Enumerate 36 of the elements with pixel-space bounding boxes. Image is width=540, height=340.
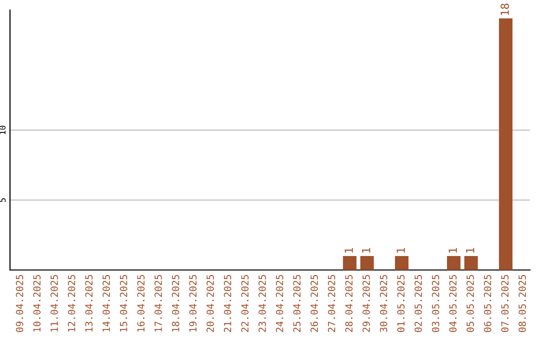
x-tick-label: 25.04.2025: [293, 274, 301, 332]
x-tick-label: 02.05.2025: [414, 274, 422, 332]
x-tick-label: 08.05.2025: [518, 274, 526, 332]
x-tick-label: 16.04.2025: [137, 274, 145, 332]
x-tick-label: 21.04.2025: [224, 274, 232, 332]
x-tick-label: 24.04.2025: [276, 274, 284, 332]
x-tick-label: 17.04.2025: [154, 274, 162, 332]
x-tick-label: 11.04.2025: [50, 274, 58, 332]
x-tick-label: 28.04.2025: [345, 274, 353, 332]
x-tick-label: 22.04.2025: [241, 274, 249, 332]
data-label: 1: [344, 248, 353, 253]
x-tick-label: 26.04.2025: [310, 274, 318, 332]
x-tick-label: 07.05.2025: [501, 274, 509, 332]
x-tick-label: 15.04.2025: [120, 274, 128, 332]
x-tick-label: 03.05.2025: [432, 274, 440, 332]
data-label: 1: [466, 248, 474, 253]
x-tick-label: 27.04.2025: [328, 274, 336, 332]
x-tick-label: 30.04.2025: [380, 274, 388, 332]
x-tick-label: 19.04.2025: [189, 274, 197, 332]
data-label: 1: [396, 248, 405, 253]
x-tick-label: 09.04.2025: [16, 274, 24, 332]
x-tick-label: 14.04.2025: [102, 274, 110, 332]
x-tick-label: 13.04.2025: [85, 274, 93, 332]
x-tick-label: 10.04.2025: [33, 274, 41, 332]
x-tick-label: 18.04.2025: [172, 274, 180, 332]
x-tick-label: 05.05.2025: [466, 274, 474, 332]
x-tick-label: 01.05.2025: [397, 274, 405, 332]
x-tick-label: 29.04.2025: [362, 274, 370, 332]
x-tick-label: 20.04.2025: [206, 274, 214, 332]
x-tick-label: 06.05.2025: [484, 274, 492, 332]
data-label: 1: [362, 248, 370, 253]
data-label: 1: [448, 248, 457, 253]
data-label: 18: [500, 4, 509, 15]
x-tick-label: 12.04.2025: [68, 274, 76, 332]
x-tick-label: 23.04.2025: [258, 274, 266, 332]
x-tick-label: 04.05.2025: [449, 274, 457, 332]
